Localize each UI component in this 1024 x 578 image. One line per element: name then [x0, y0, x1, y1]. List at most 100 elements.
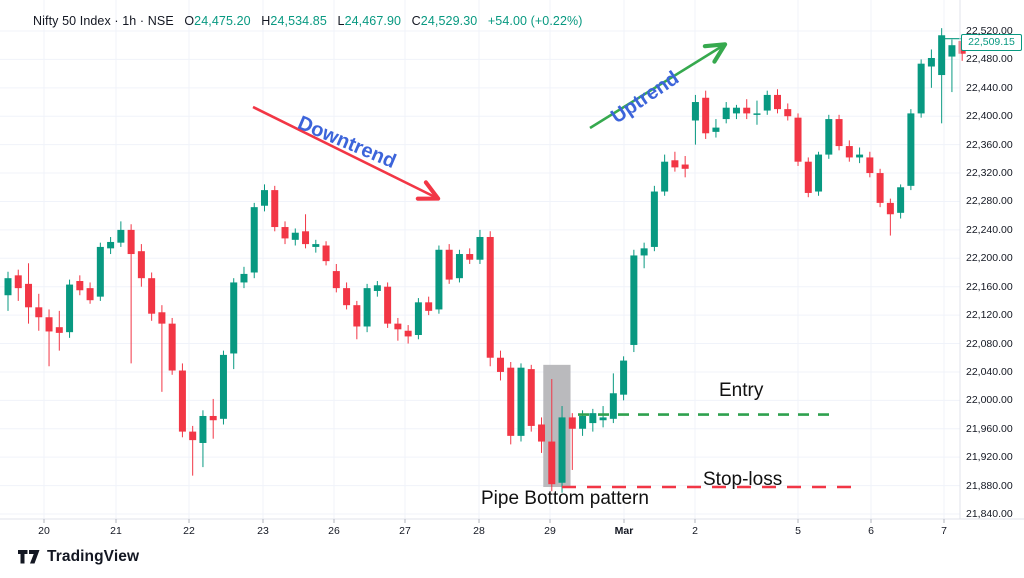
candle-body: [261, 190, 268, 206]
candle-body: [568, 417, 576, 429]
candle-body: [496, 357, 504, 372]
candle-body: [476, 236, 484, 260]
candle-body: [948, 45, 956, 57]
candle-body: [866, 157, 874, 174]
candle-body: [240, 273, 248, 283]
candle-body: [845, 146, 853, 158]
time-tick-label: 27: [399, 525, 411, 537]
candle-body: [425, 302, 433, 311]
time-tick-label: 29: [544, 525, 556, 537]
downtrend-arrow[interactable]: [252, 105, 441, 201]
candle-body: [691, 102, 699, 121]
uptrend-arrow[interactable]: [589, 42, 728, 130]
price-tick-label: 22,200.00: [966, 252, 1013, 265]
stop-loss-annotation-text[interactable]: Stop-loss: [703, 469, 783, 490]
candle-body: [373, 285, 381, 291]
price-tick-label: 21,840.00: [966, 508, 1013, 520]
candle-body: [322, 245, 330, 262]
last-price-label: 22,509.15: [961, 34, 1022, 51]
time-tick-label: 6: [868, 525, 874, 537]
candle-body: [681, 164, 689, 169]
candle-body: [712, 127, 720, 132]
candle-body: [599, 417, 607, 421]
candle-body: [722, 107, 730, 120]
time-tick-label: 7: [941, 525, 947, 537]
candle-body: [938, 35, 946, 76]
candle-body: [312, 244, 320, 247]
candle-body: [784, 109, 792, 117]
candle-body: [620, 360, 628, 395]
candle-body: [548, 441, 556, 485]
candle-body: [199, 415, 207, 443]
symbol-title[interactable]: Nifty 50 Index · 1h · NSE: [33, 14, 174, 28]
entry-annotation-text[interactable]: Entry: [719, 380, 764, 401]
candle-body: [127, 229, 135, 255]
time-tick-label: 5: [795, 525, 801, 537]
candle-body: [579, 415, 587, 429]
candle-body: [897, 187, 905, 213]
candle-body: [332, 271, 340, 289]
high-letter: H: [261, 14, 271, 28]
candle-body: [148, 278, 156, 314]
candle-body: [250, 207, 258, 273]
candle-body: [66, 284, 74, 333]
candle-body: [671, 160, 679, 168]
candle-body: [927, 57, 935, 67]
candle-body: [907, 113, 915, 186]
candle-body: [794, 117, 802, 162]
candle-body: [117, 229, 125, 243]
price-tick-label: 22,280.00: [966, 195, 1013, 208]
chart-legend: Nifty 50 Index · 1h · NSE O24,475.20 H24…: [33, 14, 583, 28]
change-value: +54.00 (+0.22%): [487, 14, 583, 28]
pipe-bottom-pattern-text[interactable]: Pipe Bottom pattern: [481, 488, 649, 509]
price-tick-label: 22,320.00: [966, 167, 1013, 180]
candle-body: [25, 283, 33, 308]
time-tick-label: 20: [38, 525, 50, 537]
close-letter: C: [411, 14, 421, 28]
candle-body: [96, 246, 104, 297]
candle-body: [538, 424, 546, 442]
candle-body: [640, 248, 648, 256]
candle-body: [291, 232, 299, 240]
candle-body: [835, 119, 843, 147]
candle-body: [743, 107, 751, 114]
candle-body: [219, 354, 227, 419]
candle-body: [4, 278, 12, 296]
candle-body: [86, 288, 94, 301]
candle-body: [394, 323, 402, 330]
candle-body: [271, 190, 279, 228]
candle-body: [363, 288, 371, 327]
open-value: 24,475.20: [194, 14, 251, 28]
candle-body: [815, 154, 823, 192]
candle-body: [825, 119, 833, 155]
candle-body: [527, 369, 535, 426]
high-value: 24,534.85: [270, 14, 327, 28]
price-tick-label: 22,400.00: [966, 110, 1013, 123]
candle-body: [158, 312, 166, 324]
candle-body: [107, 241, 115, 249]
candle-body: [445, 249, 453, 280]
candle-body: [702, 97, 710, 134]
close-value: 24,529.30: [420, 14, 478, 28]
candle-body: [35, 307, 43, 318]
tradingview-logo[interactable]: TradingView: [18, 548, 139, 566]
candle-body: [353, 305, 361, 327]
pipe-bottom-highlight-box[interactable]: [543, 364, 571, 488]
candle-body: [466, 254, 474, 260]
price-tick-label: 22,080.00: [966, 337, 1013, 350]
time-tick-label: 22: [183, 525, 195, 537]
price-tick-label: 21,880.00: [966, 479, 1013, 492]
candle-body: [917, 63, 925, 114]
candle-body: [178, 370, 186, 432]
candle-body: [856, 154, 864, 158]
candle-body: [609, 393, 617, 419]
candle-body: [732, 107, 740, 114]
candle-body: [281, 227, 289, 239]
price-tick-label: 22,000.00: [966, 394, 1013, 407]
price-tick-label: 22,440.00: [966, 81, 1013, 94]
candle-body: [650, 191, 658, 247]
candle-body: [455, 254, 463, 279]
tradingview-logo-text: TradingView: [47, 548, 140, 565]
candle-body: [168, 323, 176, 371]
